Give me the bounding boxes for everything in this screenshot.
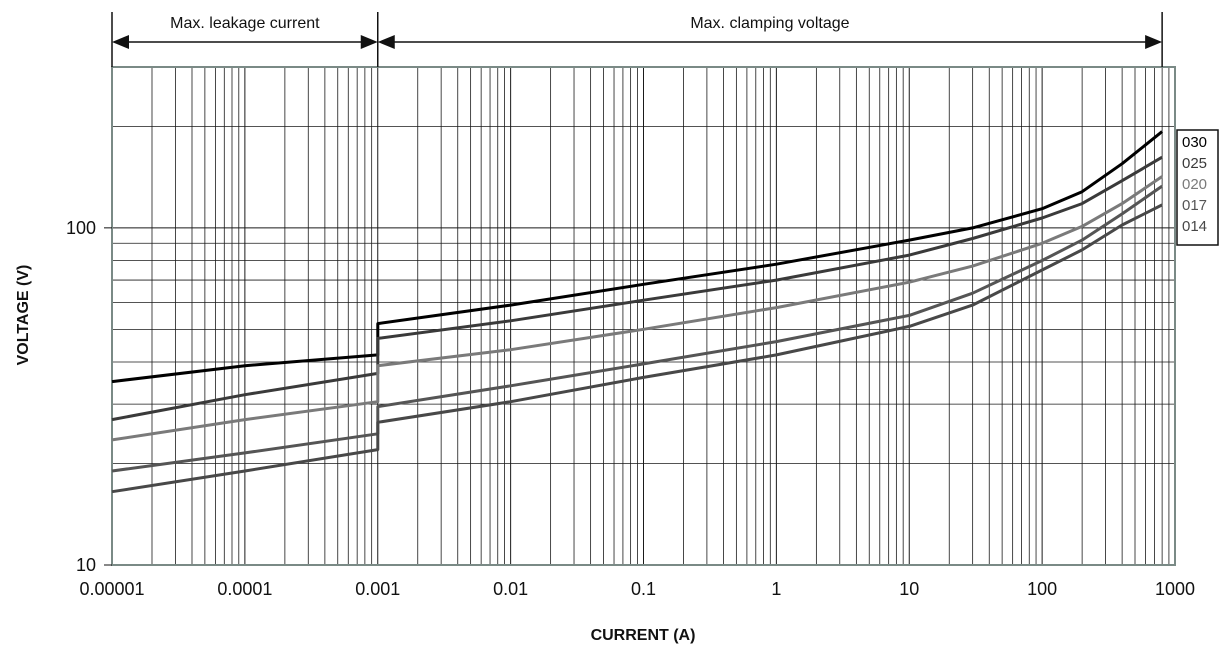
- series-014-line: [111, 203, 1163, 494]
- legend-entry-014: 014: [1182, 218, 1207, 235]
- x-tick-label: 0.0001: [217, 579, 272, 599]
- arrow-right-icon: [360, 35, 378, 49]
- y-tick-label: 100: [66, 218, 96, 238]
- series-lines: [111, 130, 1164, 494]
- grid: [111, 67, 1175, 565]
- legend: 030 025 020 017 014: [1176, 129, 1219, 246]
- legend-entry-017: 017: [1182, 197, 1207, 214]
- legend-box: [1176, 129, 1219, 246]
- region-label-bg: [671, 12, 869, 34]
- arrow-left-icon: [112, 35, 129, 49]
- x-tick-label: 0.00001: [79, 579, 144, 599]
- x-tick-label: 0.01: [493, 579, 528, 599]
- y-tick-label: 10: [76, 555, 96, 575]
- x-tick-label: 1: [771, 579, 781, 599]
- arrow-right-icon: [1145, 35, 1163, 49]
- x-axis-label: CURRENT (A): [591, 627, 696, 644]
- y-axis-label: VOLTAGE (V): [15, 265, 32, 366]
- x-tick-label: 100: [1027, 579, 1057, 599]
- region-annotations: Max. leakage current Max. clamping voltag…: [111, 12, 1163, 67]
- legend-entry-020: 020: [1182, 176, 1207, 193]
- region-label: Max. clamping voltage: [690, 15, 849, 32]
- x-tick-label: 0.1: [631, 579, 656, 599]
- region-label-bg: [150, 12, 339, 34]
- series-020-line: [111, 175, 1163, 442]
- tick-labels: 0.00001 0.0001 0.001 0.01 0.1 1 10 100 1000 10 100: [66, 218, 1195, 599]
- plot-frame: [111, 66, 1176, 566]
- x-tick-label: 10: [899, 579, 919, 599]
- legend-entry-025: 025: [1182, 155, 1207, 172]
- region-label: Max. leakage current: [170, 15, 320, 32]
- legend-entry-030: 030: [1182, 134, 1207, 151]
- x-tick-label: 0.001: [355, 579, 400, 599]
- x-tick-label: 1000: [1155, 579, 1195, 599]
- arrow-left-icon: [377, 35, 395, 49]
